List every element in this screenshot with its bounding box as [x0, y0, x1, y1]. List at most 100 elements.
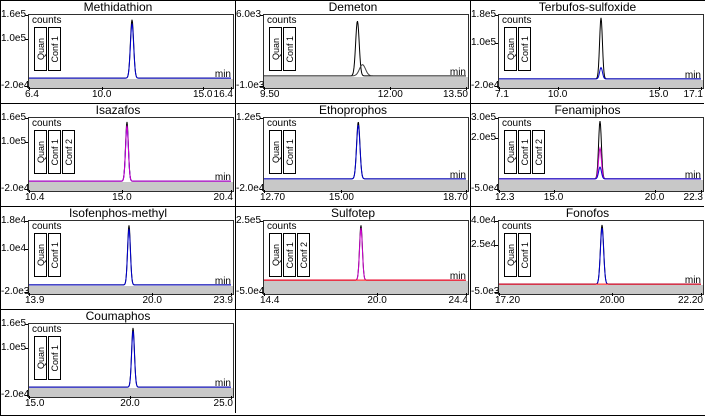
y-axis-tick [25, 221, 28, 222]
chromatogram-panel-ethoprophos: Ethoprophos counts min Quan Conf 1 1.2e5 -2.… [236, 104, 471, 207]
y-axis-tick-label: 6.0e3 [236, 9, 262, 20]
x-axis-tick-label: 15.0 [25, 398, 45, 409]
below-baseline-band [264, 77, 468, 88]
trace-conf1 [29, 228, 231, 286]
signal-button-quan[interactable]: Quan [269, 27, 282, 71]
x-axis-tick [341, 190, 342, 193]
x-axis-unit-label: min [449, 67, 466, 78]
signal-button-label: Conf 1 [49, 35, 60, 63]
x-axis-tick-label: 10.0 [91, 89, 112, 100]
signal-button-label: Quan [35, 140, 46, 164]
signal-button-conf-1[interactable]: Conf 1 [283, 27, 296, 71]
x-axis-unit-label: min [684, 170, 701, 181]
signal-button-conf-1[interactable]: Conf 1 [48, 27, 61, 71]
trace-conf1 [264, 64, 466, 77]
chromatogram-panel-demeton: Demeton counts min Quan Conf 1 6.0e3 -1.0e3 9… [236, 1, 471, 104]
chromatogram-plot: counts min Quan Conf 1 [28, 220, 234, 295]
y-axis-tick-label: -2.0e4 [471, 80, 500, 91]
y-axis-tick [495, 189, 498, 190]
y-axis-tick [260, 86, 263, 87]
y-axis-tick [495, 86, 498, 87]
chromatogram-panel-isofenphos-methyl: Isofenphos-methyl counts min Quan Conf 1 1.… [1, 207, 236, 310]
chromatogram-panel-fonofos: Fonofos counts min Quan Conf 1 4.0e4 2.5e4 -5… [471, 207, 704, 310]
signal-button-conf-2[interactable]: Conf 2 [62, 130, 75, 174]
x-axis-unit-label: min [449, 271, 466, 282]
y-axis-unit-label: counts [32, 118, 62, 129]
chromatogram-traces [29, 19, 231, 79]
x-axis-tick-label: 18.70 [442, 192, 468, 203]
signal-button-conf-1[interactable]: Conf 1 [283, 130, 296, 174]
signal-button-quan[interactable]: Quan [269, 233, 282, 277]
x-axis-tick-label: 9.50 [260, 89, 280, 100]
y-axis-tick-label: 1.6e5 [1, 318, 27, 329]
x-axis-tick-label: 7.1 [495, 89, 509, 100]
signal-button-conf-1[interactable]: Conf 1 [518, 233, 531, 277]
y-axis-tick-label: 1.2e5 [236, 112, 262, 123]
signal-button-quan[interactable]: Quan [34, 130, 47, 174]
x-axis-unit-label: min [449, 170, 466, 181]
signal-label-group: Quan Conf 1 [34, 336, 61, 380]
signal-button-quan[interactable]: Quan [504, 27, 517, 71]
x-axis-tick-label: 15.0 [648, 89, 669, 100]
x-axis-tick-label: 15.00 [328, 192, 354, 203]
y-axis-tick [25, 348, 28, 349]
x-axis-tick [29, 190, 30, 193]
signal-button-quan[interactable]: Quan [34, 336, 47, 380]
signal-button-conf-2[interactable]: Conf 2 [297, 233, 310, 277]
x-axis-tick-label: 20.4 [213, 192, 233, 203]
signal-button-quan[interactable]: Quan [504, 233, 517, 277]
x-axis-tick [466, 87, 467, 90]
x-axis-tick [390, 87, 391, 90]
signal-button-quan[interactable]: Quan [504, 130, 517, 174]
signal-button-label: Conf 2 [533, 138, 544, 166]
x-axis-tick [264, 190, 265, 193]
signal-button-conf-1[interactable]: Conf 1 [518, 27, 531, 71]
y-axis-tick-label: 3.0e5 [471, 112, 497, 123]
compound-title: Coumaphos [85, 310, 151, 323]
signal-button-conf-1[interactable]: Conf 1 [48, 130, 61, 174]
x-axis-tick-label: 17.20 [495, 295, 521, 306]
x-axis-unit-label: min [214, 276, 231, 287]
y-axis-unit-label: counts [502, 221, 532, 232]
x-axis-tick [377, 293, 378, 296]
chromatogram-plot: counts min Quan Conf 1 [28, 323, 234, 398]
x-axis-tick [102, 87, 103, 90]
signal-button-label: Quan [35, 243, 46, 267]
signal-button-conf-1[interactable]: Conf 1 [283, 233, 296, 277]
y-axis-tick [495, 292, 498, 293]
y-axis-tick [495, 221, 498, 222]
signal-button-quan[interactable]: Quan [269, 130, 282, 174]
signal-button-conf-1[interactable]: Conf 1 [48, 233, 61, 277]
y-axis-tick [260, 15, 263, 16]
x-axis-tick [122, 190, 123, 193]
signal-button-quan[interactable]: Quan [34, 27, 47, 71]
below-baseline-band [499, 180, 703, 191]
y-axis-tick-label: 1.8e5 [471, 9, 497, 20]
y-axis-tick-label: -2.0e4 [1, 389, 30, 400]
signal-button-label: Quan [35, 37, 46, 61]
x-axis-tick-label: 20.0 [120, 398, 140, 409]
y-axis-tick [260, 221, 263, 222]
x-axis-tick [231, 87, 232, 90]
signal-button-quan[interactable]: Quan [34, 233, 47, 277]
y-axis-tick-label: -1.0e3 [236, 80, 265, 91]
signal-button-label: Conf 1 [49, 138, 60, 166]
chromatogram-traces [29, 225, 231, 286]
signal-button-conf-1[interactable]: Conf 1 [48, 336, 61, 380]
x-axis-unit-label: min [214, 69, 231, 80]
y-axis-tick-label: 1.0e5 [471, 37, 497, 49]
signal-button-conf-1[interactable]: Conf 1 [518, 130, 531, 174]
x-axis-tick-label: 15.0 [112, 192, 132, 203]
chromatogram-plot: counts min Quan Conf 1 [263, 14, 469, 89]
x-axis-unit-label: min [214, 172, 231, 183]
x-axis-tick-label: 20.0 [644, 192, 665, 203]
x-axis-tick [466, 190, 467, 193]
x-axis-tick [29, 87, 30, 90]
x-axis-tick [659, 87, 660, 90]
y-axis-tick-label: -2.0e4 [236, 183, 265, 194]
y-axis-tick [25, 395, 28, 396]
y-axis-tick-label: 1.6e5 [1, 9, 27, 20]
chromatogram-panel-methidathion: Methidathion counts min Quan Conf 1 1.6e5 1.… [1, 1, 236, 104]
x-axis-tick-label: 16.4 [213, 89, 233, 100]
signal-button-conf-2[interactable]: Conf 2 [532, 130, 545, 174]
